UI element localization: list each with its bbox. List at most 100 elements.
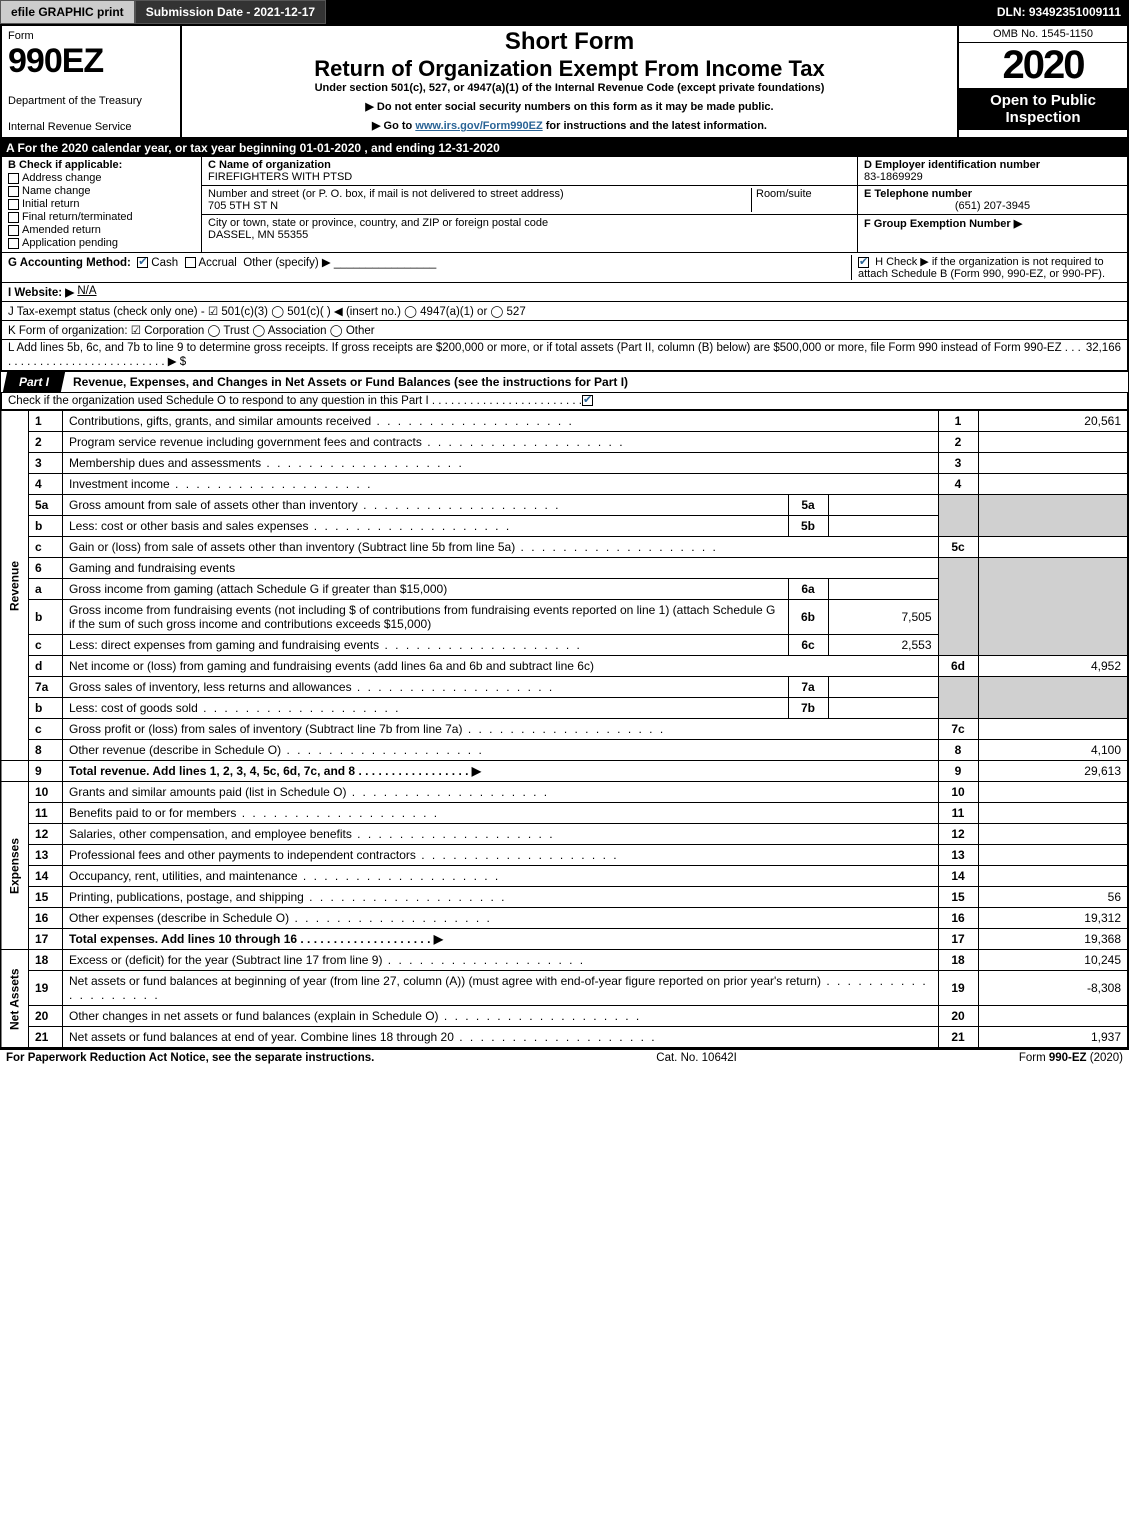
d-ein-row: D Employer identification number 83-1869…: [858, 157, 1127, 186]
row-a-tax-year: A For the 2020 calendar year, or tax yea…: [0, 139, 1129, 157]
line-7c: c Gross profit or (loss) from sales of i…: [1, 719, 1128, 740]
line-10: Expenses 10 Grants and similar amounts p…: [1, 782, 1128, 803]
dept-irs: Internal Revenue Service: [8, 121, 174, 133]
l-amount: 32,166: [1086, 342, 1121, 368]
dept-treasury: Department of the Treasury: [8, 95, 174, 107]
addr-label: Number and street (or P. O. box, if mail…: [208, 188, 751, 200]
phone-value: (651) 207-3945: [864, 200, 1121, 212]
k-text: K Form of organization: ☑ Corporation ◯ …: [8, 323, 375, 337]
city-row: City or town, state or province, country…: [202, 215, 857, 243]
line-16: 16Other expenses (describe in Schedule O…: [1, 908, 1128, 929]
h-schedule-b: H Check ▶ if the organization is not req…: [851, 255, 1121, 280]
line-18: Net Assets 18 Excess or (deficit) for th…: [1, 950, 1128, 971]
address-row: Number and street (or P. O. box, if mail…: [202, 186, 857, 215]
line-7a: 7a Gross sales of inventory, less return…: [1, 677, 1128, 698]
entity-info-block: B Check if applicable: Address change Na…: [0, 157, 1129, 253]
line-13: 13Professional fees and other payments t…: [1, 845, 1128, 866]
chk-accrual[interactable]: [185, 257, 196, 268]
line-12: 12Salaries, other compensation, and empl…: [1, 824, 1128, 845]
ssn-warning: ▶ Do not enter social security numbers o…: [190, 100, 949, 113]
line-15: 15Printing, publications, postage, and s…: [1, 887, 1128, 908]
side-revenue: Revenue: [1, 411, 29, 761]
col-b-checkboxes: B Check if applicable: Address change Na…: [2, 157, 202, 252]
title-main: Return of Organization Exempt From Incom…: [190, 56, 949, 82]
note2-pre: ▶ Go to: [372, 120, 415, 132]
i-label: I Website: ▶: [8, 285, 74, 299]
chk-address-change[interactable]: Address change: [8, 172, 195, 184]
irs-link[interactable]: www.irs.gov/Form990EZ: [415, 120, 542, 132]
g-label: G Accounting Method:: [8, 257, 131, 269]
line-19: 19Net assets or fund balances at beginni…: [1, 971, 1128, 1006]
footer-form-ref: Form 990-EZ (2020): [1019, 1052, 1123, 1064]
c-name-row: C Name of organization FIREFIGHTERS WITH…: [202, 157, 857, 186]
line-3: 3 Membership dues and assessments 3: [1, 453, 1128, 474]
chk-final-return[interactable]: Final return/terminated: [8, 211, 195, 223]
line-5a: 5a Gross amount from sale of assets othe…: [1, 495, 1128, 516]
note2-post: for instructions and the latest informat…: [546, 120, 767, 132]
line-21: 21Net assets or fund balances at end of …: [1, 1027, 1128, 1048]
form-id-block: Form 990EZ Department of the Treasury In…: [2, 26, 182, 137]
h-text: H Check ▶ if the organization is not req…: [858, 256, 1105, 280]
line-2: 2 Program service revenue including gove…: [1, 432, 1128, 453]
e-phone-row: E Telephone number (651) 207-3945: [858, 186, 1127, 215]
chk-cash[interactable]: [137, 257, 148, 268]
ein-value: 83-1869929: [864, 171, 1121, 183]
line-1: Revenue 1 Contributions, gifts, grants, …: [1, 411, 1128, 432]
row-g-h: G Accounting Method: Cash Accrual Other …: [0, 253, 1129, 283]
chk-schedule-o[interactable]: [582, 395, 596, 407]
tax-year: 2020: [959, 43, 1127, 88]
side-expenses: Expenses: [1, 782, 29, 950]
room-suite-label: Room/suite: [751, 188, 851, 212]
row-j-tax-exempt: J Tax-exempt status (check only one) - ☑…: [0, 302, 1129, 321]
subtitle: Under section 501(c), 527, or 4947(a)(1)…: [190, 82, 949, 94]
line-17: 17Total expenses. Add lines 10 through 1…: [1, 929, 1128, 950]
page-footer: For Paperwork Reduction Act Notice, see …: [0, 1048, 1129, 1066]
chk-initial-return[interactable]: Initial return: [8, 198, 195, 210]
line-4: 4 Investment income 4: [1, 474, 1128, 495]
g-other: Other (specify) ▶: [243, 257, 330, 269]
top-bar: efile GRAPHIC print Submission Date - 20…: [0, 0, 1129, 24]
j-text: J Tax-exempt status (check only one) - ☑…: [8, 304, 526, 318]
b-label: B Check if applicable:: [8, 159, 195, 171]
line-5c: c Gain or (loss) from sale of assets oth…: [1, 537, 1128, 558]
part-1-title: Revenue, Expenses, and Changes in Net As…: [63, 375, 628, 389]
footer-left: For Paperwork Reduction Act Notice, see …: [6, 1052, 374, 1064]
f-group-exempt-row: F Group Exemption Number ▶: [858, 215, 1127, 232]
line-9: 9 Total revenue. Add lines 1, 2, 3, 4, 5…: [1, 761, 1128, 782]
open-to-public: Open to Public Inspection: [959, 88, 1127, 130]
chk-name-change[interactable]: Name change: [8, 185, 195, 197]
chk-h-schedule-b[interactable]: [858, 257, 869, 268]
efile-print-button[interactable]: efile GRAPHIC print: [0, 0, 135, 24]
f-label: F Group Exemption Number ▶: [864, 217, 1121, 230]
omb-number: OMB No. 1545-1150: [959, 26, 1127, 43]
chk-app-pending[interactable]: Application pending: [8, 237, 195, 249]
city-label: City or town, state or province, country…: [208, 217, 548, 229]
check-o-text: Check if the organization used Schedule …: [8, 395, 582, 407]
form-meta-block: OMB No. 1545-1150 2020 Open to Public In…: [957, 26, 1127, 137]
chk-amended-return[interactable]: Amended return: [8, 224, 195, 236]
part-1-header: Part I Revenue, Expenses, and Changes in…: [0, 371, 1129, 393]
dln-label: DLN: 93492351009111: [989, 0, 1129, 24]
l-text: L Add lines 5b, 6c, and 7b to line 9 to …: [8, 342, 1083, 368]
row-i-website: I Website: ▶ N/A: [0, 283, 1129, 302]
website-value: N/A: [77, 285, 96, 299]
form-word: Form: [8, 30, 174, 42]
form-header: Form 990EZ Department of the Treasury In…: [0, 24, 1129, 139]
g-accounting: G Accounting Method: Cash Accrual Other …: [8, 255, 436, 280]
side-net-assets: Net Assets: [1, 950, 29, 1048]
title-short-form: Short Form: [190, 28, 949, 56]
row-l-gross-receipts: L Add lines 5b, 6c, and 7b to line 9 to …: [0, 340, 1129, 371]
e-label: E Telephone number: [864, 188, 1121, 200]
line-14: 14Occupancy, rent, utilities, and mainte…: [1, 866, 1128, 887]
form-number: 990EZ: [8, 42, 174, 81]
line-20: 20Other changes in net assets or fund ba…: [1, 1006, 1128, 1027]
form-title-block: Short Form Return of Organization Exempt…: [182, 26, 957, 137]
submission-date-button[interactable]: Submission Date - 2021-12-17: [135, 0, 326, 24]
part-1-schedule-o: Check if the organization used Schedule …: [0, 393, 1129, 410]
line-11: 11Benefits paid to or for members11: [1, 803, 1128, 824]
line-8: 8 Other revenue (describe in Schedule O)…: [1, 740, 1128, 761]
row-k-org-form: K Form of organization: ☑ Corporation ◯ …: [0, 321, 1129, 340]
line-6d: d Net income or (loss) from gaming and f…: [1, 656, 1128, 677]
addr-value: 705 5TH ST N: [208, 200, 751, 212]
footer-cat-no: Cat. No. 10642I: [656, 1052, 737, 1064]
